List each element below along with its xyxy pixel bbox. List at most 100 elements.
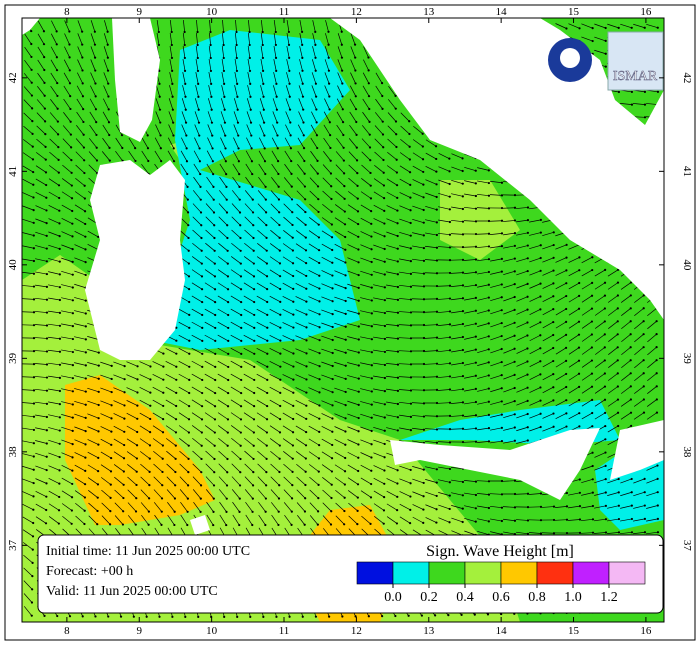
arrow-head bbox=[175, 445, 177, 447]
arrow-head bbox=[461, 157, 463, 159]
arrow-head bbox=[397, 299, 399, 301]
arrow-head bbox=[59, 325, 61, 327]
arrow-head bbox=[526, 347, 528, 349]
arrow-head bbox=[552, 386, 554, 388]
arrow-head bbox=[604, 399, 606, 401]
arrow-head bbox=[435, 158, 437, 160]
arrow-head bbox=[421, 614, 423, 616]
arrow-head bbox=[149, 392, 151, 394]
arrow-head bbox=[357, 510, 359, 512]
arrow-head bbox=[59, 403, 61, 405]
arrow-head bbox=[501, 493, 503, 495]
arrow-head bbox=[227, 327, 229, 329]
arrow-head bbox=[188, 327, 190, 329]
arrow-head bbox=[565, 399, 567, 401]
arrow-head bbox=[539, 373, 541, 375]
arrow-head bbox=[315, 96, 317, 98]
arrow-head bbox=[227, 353, 229, 355]
arrow-head bbox=[631, 518, 633, 520]
arrow-head bbox=[184, 83, 186, 85]
arrow-head bbox=[252, 471, 254, 473]
arrow-head bbox=[72, 443, 74, 445]
arrow-head bbox=[250, 122, 252, 124]
arrow-head bbox=[262, 44, 264, 46]
arrow-head bbox=[110, 444, 112, 446]
arrow-head bbox=[240, 275, 242, 277]
arrow-head bbox=[475, 323, 477, 325]
arrow-head bbox=[56, 30, 58, 32]
arrow-head bbox=[175, 353, 177, 355]
arrow-head bbox=[527, 506, 529, 508]
arrow-head bbox=[108, 108, 110, 110]
arrow-head bbox=[184, 96, 186, 98]
arrow-head bbox=[72, 286, 74, 288]
arrow-head bbox=[201, 418, 203, 420]
arrow-head bbox=[149, 365, 151, 367]
arrow-head bbox=[488, 322, 490, 324]
arrow-head bbox=[344, 470, 346, 472]
arrow-head bbox=[630, 333, 632, 335]
arrow-head bbox=[617, 385, 619, 387]
arrow-head bbox=[82, 82, 84, 84]
arrow-head bbox=[513, 348, 515, 350]
arrow-head bbox=[122, 497, 124, 499]
arrow-head bbox=[591, 373, 593, 375]
x-tick-label: 13 bbox=[423, 625, 435, 637]
arrow-head bbox=[370, 470, 372, 472]
arrow-head bbox=[488, 348, 490, 350]
arrow-head bbox=[95, 108, 97, 110]
arrow-head bbox=[475, 414, 477, 416]
arrow-head bbox=[82, 615, 84, 617]
arrow-head bbox=[121, 134, 123, 136]
arrow-head bbox=[382, 133, 384, 135]
arrow-head bbox=[85, 312, 87, 314]
arrow-head bbox=[449, 508, 451, 510]
arrow-head bbox=[70, 133, 72, 135]
arrow-head bbox=[410, 311, 412, 313]
arrow-head bbox=[371, 325, 373, 327]
arrow-head bbox=[171, 44, 173, 46]
arrow-head bbox=[370, 248, 372, 250]
arrow-head bbox=[396, 209, 398, 211]
arrow-head bbox=[276, 121, 278, 123]
arrow-head bbox=[172, 109, 174, 111]
arrow-head bbox=[371, 261, 373, 263]
arrow-head bbox=[289, 96, 291, 98]
arrow-head bbox=[59, 443, 61, 445]
arrow-head bbox=[643, 333, 645, 335]
arrow-head bbox=[328, 95, 330, 97]
arrow-head bbox=[33, 482, 35, 484]
arrow-head bbox=[291, 511, 293, 513]
arrow-head bbox=[630, 372, 632, 374]
arrow-head bbox=[488, 401, 490, 403]
arrow-head bbox=[199, 186, 201, 188]
arrow-head bbox=[396, 184, 398, 186]
arrow-head bbox=[449, 495, 451, 497]
arrow-head bbox=[211, 147, 213, 149]
arrow-head bbox=[172, 122, 174, 124]
arrow-head bbox=[358, 417, 360, 419]
arrow-head bbox=[436, 495, 438, 497]
arrow-head bbox=[211, 134, 213, 136]
arrow-head bbox=[161, 511, 163, 513]
arrow-head bbox=[630, 307, 632, 309]
arrow-head bbox=[46, 469, 48, 471]
arrow-head bbox=[449, 183, 451, 185]
arrow-head bbox=[305, 352, 307, 354]
arrow-head bbox=[57, 159, 59, 161]
arrow-head bbox=[539, 413, 541, 415]
arrow-head bbox=[552, 347, 554, 349]
arrow-head bbox=[278, 471, 280, 473]
arrow-head bbox=[199, 160, 201, 162]
arrow-head bbox=[423, 415, 425, 417]
y-tick-label: 39 bbox=[7, 352, 19, 364]
arrow-head bbox=[344, 444, 346, 446]
arrow-head bbox=[279, 288, 281, 290]
arrow-head bbox=[235, 31, 237, 33]
arrow-head bbox=[96, 510, 98, 512]
arrow-head bbox=[305, 365, 307, 367]
arrow-head bbox=[58, 509, 60, 511]
arrow-head bbox=[85, 325, 87, 327]
arrow-head bbox=[514, 207, 516, 209]
arrow-head bbox=[371, 274, 373, 276]
